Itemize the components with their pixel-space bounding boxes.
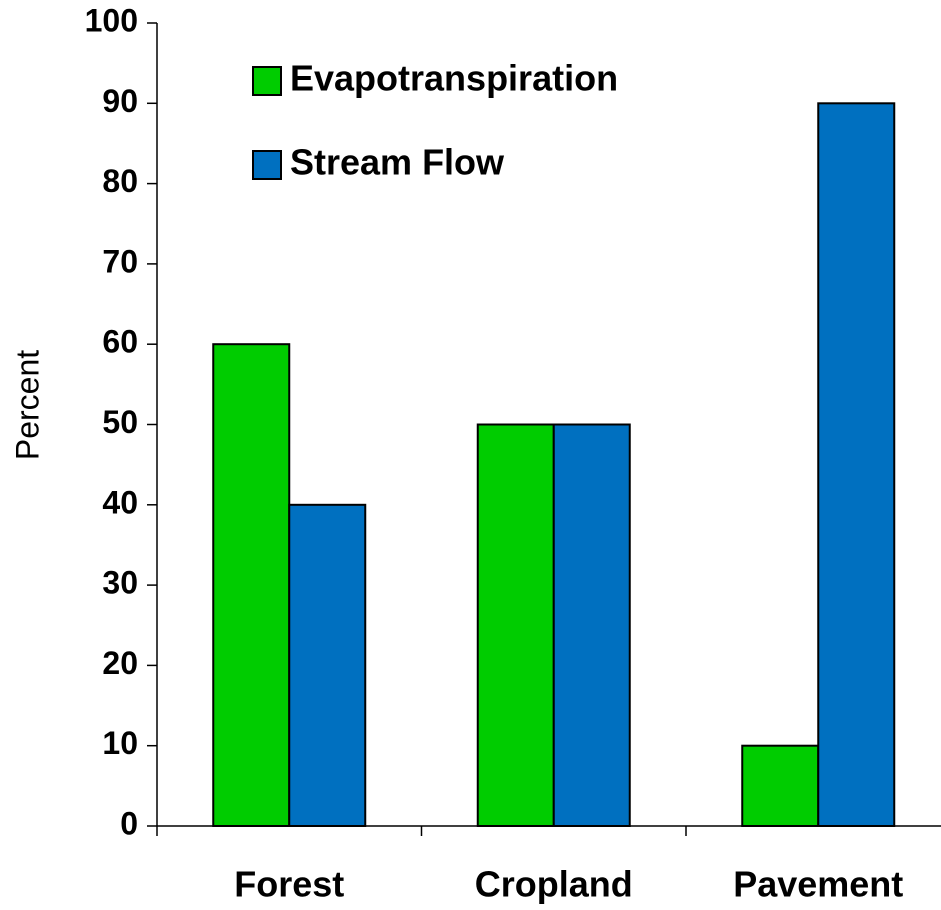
legend-label: Stream Flow [290,142,505,183]
legend-label: Evapotranspiration [290,58,618,99]
bar [817,102,896,828]
x-tick-label: Cropland [475,864,633,905]
y-axis-label: Percent [9,350,45,460]
bar [212,343,291,827]
legend-swatch [252,150,282,180]
y-tick-label: 90 [102,83,138,119]
y-tick-label: 0 [120,805,138,841]
y-tick-label: 40 [102,484,138,520]
x-tick-label: Forest [234,864,344,905]
bar [741,744,820,828]
y-tick-label: 70 [102,243,138,279]
y-tick-label: 10 [102,725,138,761]
y-tick-label: 100 [85,2,138,38]
y-tick-label: 60 [102,324,138,360]
bar [288,503,367,827]
x-tick-label: Pavement [733,864,903,905]
bar [552,423,631,827]
y-tick-label: 20 [102,645,138,681]
y-tick-label: 30 [102,565,138,601]
legend-swatch [252,66,282,96]
y-tick-label: 50 [102,404,138,440]
bar [476,423,555,827]
y-tick-label: 80 [102,163,138,199]
